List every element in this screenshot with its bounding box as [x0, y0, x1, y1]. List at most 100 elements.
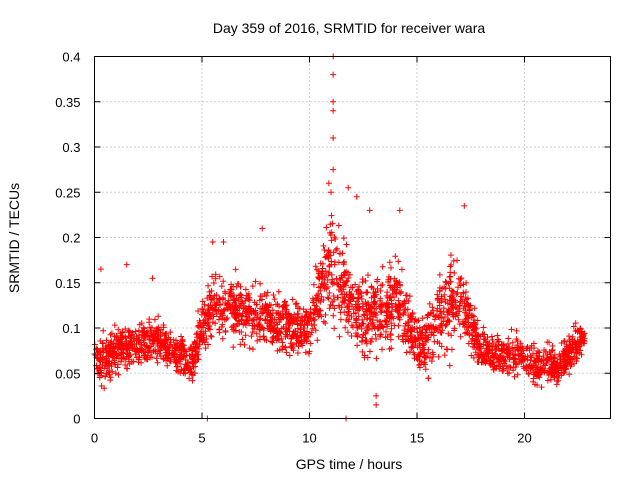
data-point — [335, 302, 342, 309]
data-point — [141, 328, 148, 335]
data-point — [474, 341, 481, 348]
data-point — [279, 339, 286, 346]
data-point — [446, 362, 453, 369]
data-points — [91, 53, 588, 422]
data-point — [352, 281, 359, 288]
data-point — [282, 298, 289, 305]
data-point — [388, 311, 395, 318]
data-point — [162, 330, 169, 337]
data-point — [501, 346, 508, 353]
data-point — [358, 290, 365, 297]
data-point — [571, 353, 578, 360]
data-point — [515, 351, 522, 358]
data-point — [418, 335, 425, 342]
data-point — [156, 350, 163, 357]
data-point — [99, 354, 106, 361]
data-point — [124, 350, 131, 357]
data-point — [427, 310, 434, 317]
data-point — [442, 322, 449, 329]
data-point — [506, 363, 513, 370]
data-point — [334, 245, 341, 252]
data-point — [299, 342, 306, 349]
data-point — [299, 318, 306, 325]
data-point — [171, 347, 178, 354]
data-point — [500, 367, 507, 374]
data-point — [313, 292, 320, 299]
data-point — [375, 325, 382, 332]
data-point — [253, 330, 260, 337]
data-point — [148, 332, 155, 339]
data-point — [262, 317, 269, 324]
data-point — [418, 329, 425, 336]
data-point — [356, 306, 363, 313]
data-point — [527, 365, 534, 372]
data-point — [307, 310, 314, 317]
data-point — [405, 312, 412, 319]
data-point — [493, 365, 500, 372]
data-point — [462, 316, 469, 323]
data-point — [355, 294, 362, 301]
data-point — [454, 289, 461, 296]
data-point — [330, 292, 337, 299]
data-point — [275, 332, 282, 339]
data-point — [503, 362, 510, 369]
data-point — [408, 328, 415, 335]
data-point — [217, 311, 224, 318]
data-point — [316, 274, 323, 281]
data-point — [218, 283, 225, 290]
data-point — [115, 345, 122, 352]
data-point — [360, 311, 367, 318]
data-point — [195, 308, 202, 315]
data-point — [542, 362, 549, 369]
data-point — [359, 334, 366, 341]
data-point — [144, 352, 151, 359]
data-point — [295, 310, 302, 317]
data-point — [263, 292, 270, 299]
data-point — [348, 332, 355, 339]
data-point — [162, 336, 169, 343]
data-point — [377, 332, 384, 339]
data-point — [151, 337, 158, 344]
data-point — [509, 339, 516, 346]
data-point — [414, 353, 421, 360]
data-point-outlier — [330, 166, 337, 173]
data-point — [202, 345, 209, 352]
data-point — [546, 365, 553, 372]
data-point — [415, 317, 422, 324]
data-point — [547, 353, 554, 360]
data-point — [417, 361, 424, 368]
data-point — [567, 342, 574, 349]
data-point — [438, 343, 445, 350]
data-point — [183, 363, 190, 370]
data-point — [456, 308, 463, 315]
data-point — [306, 348, 313, 355]
data-point — [465, 303, 472, 310]
data-point — [288, 344, 295, 351]
data-point — [206, 309, 213, 316]
data-point — [335, 222, 342, 229]
data-point — [384, 289, 391, 296]
data-point — [292, 328, 299, 335]
data-point — [336, 333, 343, 340]
data-point — [473, 336, 480, 343]
data-point — [378, 306, 385, 313]
data-point — [460, 305, 467, 312]
data-point — [421, 354, 428, 361]
data-point — [347, 291, 354, 298]
data-point — [576, 327, 583, 334]
data-point — [346, 292, 353, 299]
data-point — [421, 359, 428, 366]
data-point — [424, 314, 431, 321]
data-point — [473, 325, 480, 332]
data-point — [272, 335, 279, 342]
data-point — [111, 348, 118, 355]
data-point-outlier — [330, 71, 337, 78]
data-point — [207, 302, 214, 309]
data-point — [273, 310, 280, 317]
data-point — [442, 313, 449, 320]
data-point — [194, 323, 201, 330]
data-point — [140, 324, 147, 331]
data-point — [192, 370, 199, 377]
data-point — [372, 288, 379, 295]
